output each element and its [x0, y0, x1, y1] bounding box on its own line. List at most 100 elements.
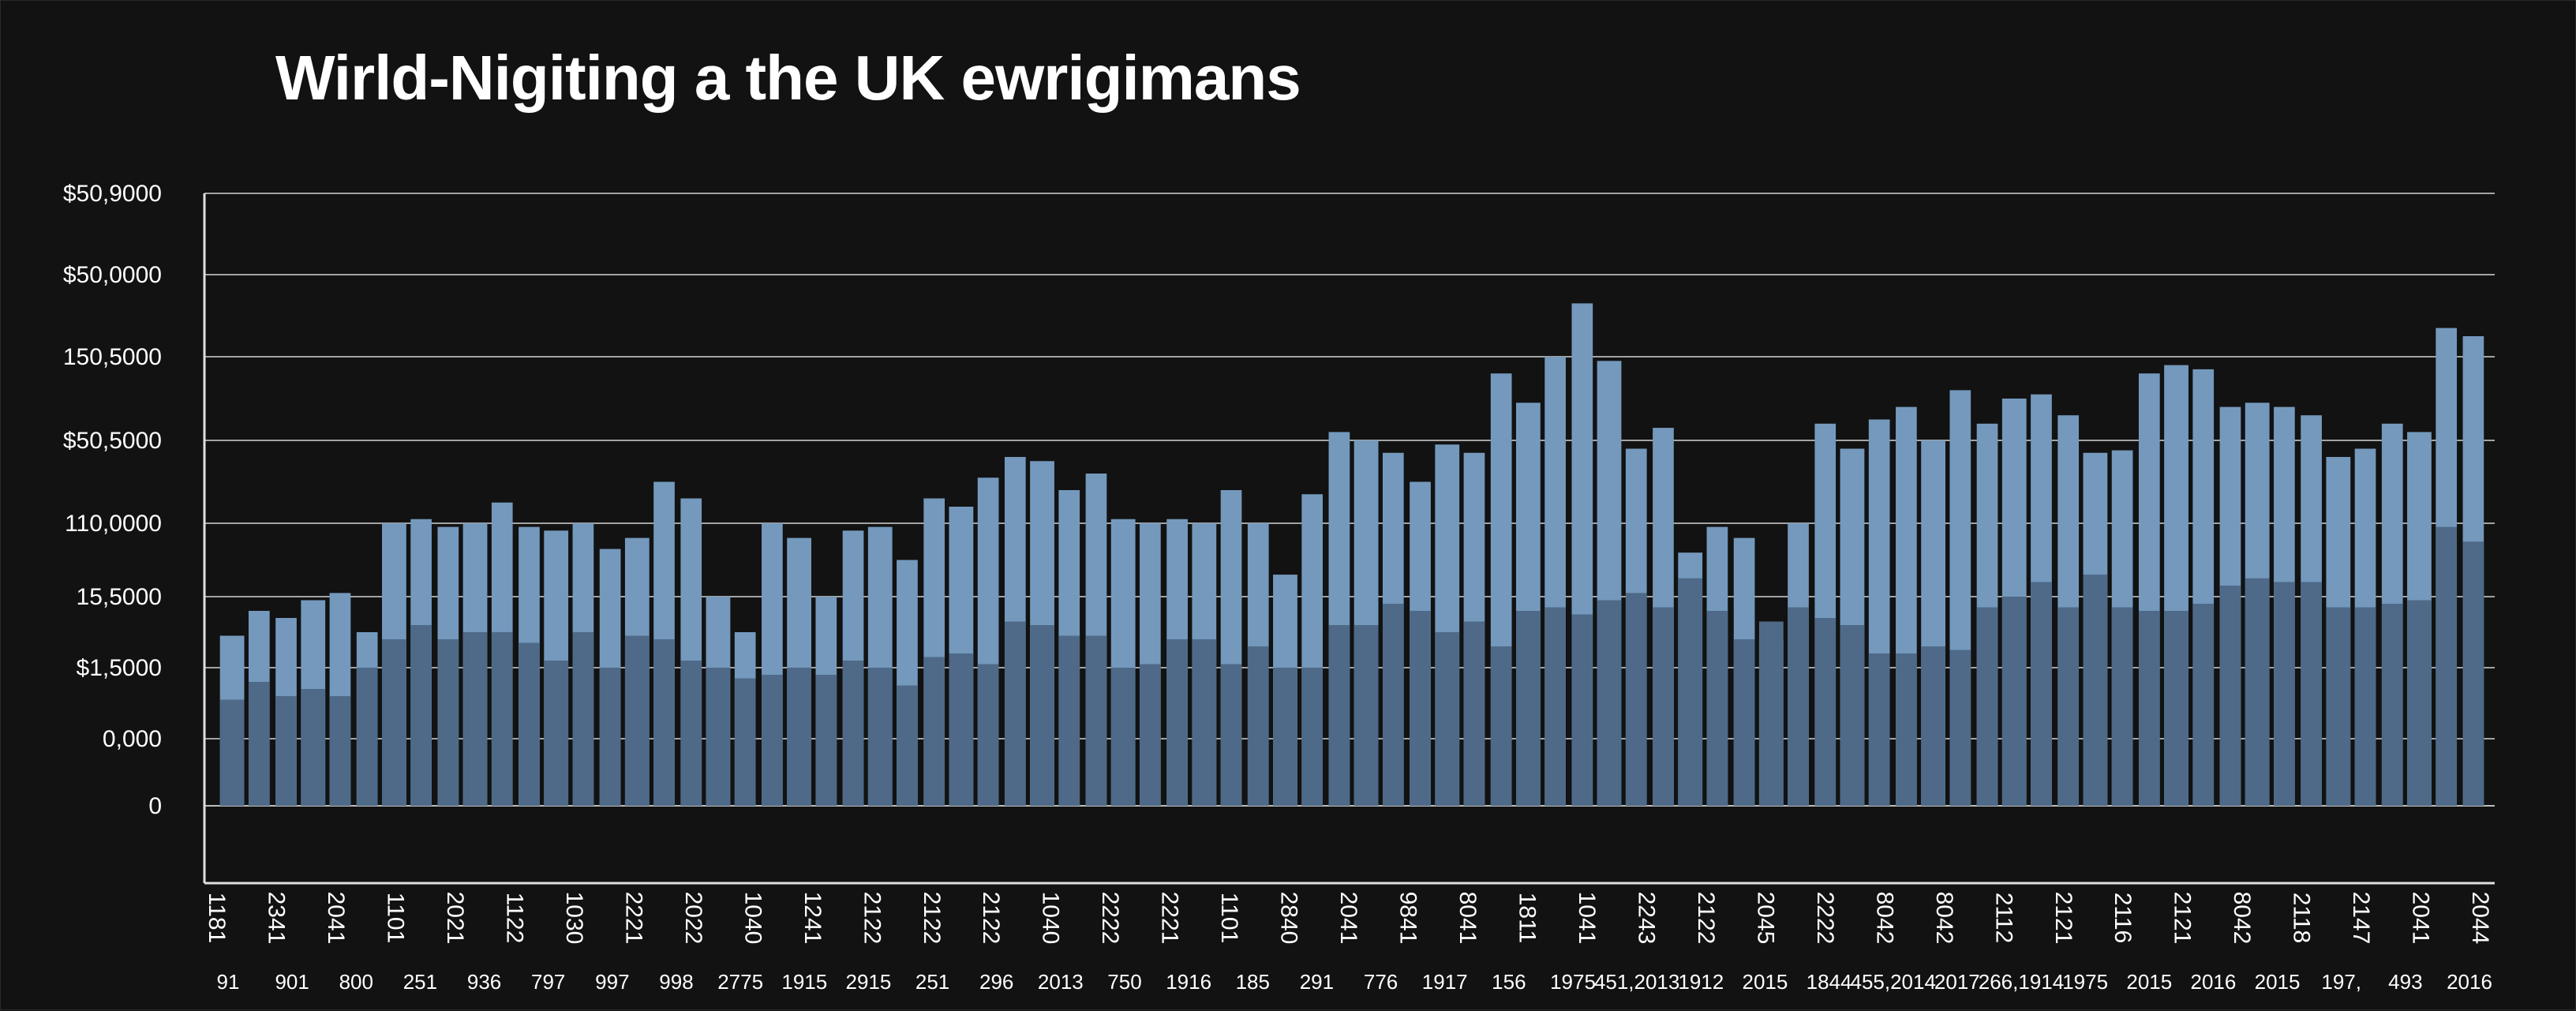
bar-lower-segment: [653, 639, 675, 806]
bar-lower-segment: [1921, 646, 1946, 806]
bar-lower-segment: [1678, 578, 1703, 806]
x-tick-label-rotated: 2222: [1097, 892, 1123, 945]
x-tick-label-rotated: 2222: [1812, 892, 1838, 945]
y-tick-label: $50,5000: [63, 428, 162, 454]
bar-lower-segment: [2407, 600, 2432, 806]
x-tick-label: 2775: [717, 970, 763, 994]
x-tick-label: 2015: [1743, 970, 1788, 994]
bar-lower-segment: [356, 668, 378, 806]
bar-lower-segment: [1140, 664, 1161, 806]
y-tick-labels: 0 0,000 $1,5000 15,5000 110,0000 $50,5000 150,…: [63, 181, 162, 819]
x-tick-labels: 1181 2341 2041 1101 2021 1122 1030 2221 2022 1040…: [204, 892, 2493, 994]
x-tick-label-rotated: 1030: [561, 892, 587, 945]
x-tick-label-rotated: 2221: [1157, 892, 1183, 945]
bar-lower-segment: [491, 632, 513, 806]
x-tick-label-rotated: 1241: [799, 892, 826, 945]
y-tick-label: $1,5000: [77, 655, 162, 681]
bar-lower-segment: [381, 639, 406, 806]
bar-lower-segment: [1058, 635, 1080, 806]
x-tick-label-rotated: 2112: [1990, 893, 2016, 944]
bar-lower-segment: [2245, 578, 2270, 806]
bar-lower-segment: [301, 689, 326, 806]
y-tick-label: 150,5000: [63, 344, 162, 370]
y-tick-label: 0: [148, 793, 162, 819]
x-tick-label: 1844: [1807, 970, 1852, 994]
bar-lower-segment: [1490, 646, 1512, 806]
x-tick-label-rotated: 2116: [2110, 893, 2136, 944]
x-tick-label-rotated: 1040: [739, 892, 766, 945]
x-tick-label: 251: [915, 970, 949, 994]
x-tick-label-rotated: 9841: [1395, 892, 1421, 945]
x-tick-label-rotated: 8042: [2229, 892, 2255, 945]
bar-lower-segment: [1110, 668, 1136, 806]
x-tick-label-rotated: 2122: [919, 892, 945, 945]
bar-lower-segment: [2138, 611, 2160, 806]
bar-lower-segment: [519, 642, 540, 806]
bar-lower-segment: [2274, 582, 2295, 806]
x-tick-label-rotated: 1811: [1514, 893, 1540, 944]
bar-lower-segment: [2057, 607, 2080, 806]
bar-lower-segment: [1382, 604, 1404, 806]
bars: [219, 303, 2484, 807]
x-tick-label-rotated: 2122: [859, 892, 885, 945]
bar-lower-segment: [1328, 625, 1350, 806]
bar-lower-segment: [1410, 611, 1431, 806]
x-tick-label-rotated: 2840: [1276, 892, 1302, 945]
bar-lower-segment: [1544, 607, 1566, 806]
x-tick-label: 936: [467, 970, 501, 994]
x-tick-label-rotated: 2022: [680, 892, 706, 945]
x-tick-label-rotated: 2122: [978, 892, 1004, 945]
x-tick-label-rotated: 1101: [1216, 893, 1242, 944]
bar-lower-segment: [923, 657, 945, 806]
x-tick-label: 1975: [2062, 970, 2108, 994]
x-tick-label-rotated: 8042: [1871, 892, 1897, 945]
bar-lower-segment: [1354, 625, 1379, 806]
bar-lower-segment: [1840, 625, 1865, 806]
x-tick-label: 2013: [1038, 970, 1084, 994]
bar-lower-segment: [1706, 611, 1728, 806]
bar-lower-segment: [248, 682, 270, 806]
x-tick-label: 2915: [846, 970, 892, 994]
bar-lower-segment: [2083, 575, 2108, 806]
bar-lower-segment: [949, 653, 974, 806]
x-tick-label: 998: [659, 970, 693, 994]
bar-lower-segment: [2001, 597, 2027, 806]
bar-lower-segment: [462, 632, 488, 806]
bar-lower-segment: [410, 625, 432, 806]
x-tick-label: 156: [1492, 970, 1526, 994]
bar-lower-segment: [1625, 593, 1647, 806]
x-tick-label-rotated: 2121: [2170, 892, 2196, 945]
x-tick-label-rotated: 2041: [323, 892, 349, 945]
bar-lower-segment: [1220, 664, 1242, 806]
x-tick-label-rotated: 1041: [1574, 892, 1600, 945]
x-tick-label: 2016: [2191, 970, 2237, 994]
bar-lower-segment: [1166, 639, 1188, 806]
bar-lower-segment: [762, 675, 783, 806]
bar-lower-segment: [572, 632, 594, 806]
bar-lower-segment: [787, 668, 812, 806]
bar-lower-segment: [2436, 526, 2458, 806]
bar-lower-segment: [867, 668, 893, 806]
x-tick-label: 493: [2388, 970, 2422, 994]
x-tick-label: 296: [979, 970, 1013, 994]
x-tick-label-rotated: 2122: [1693, 892, 1719, 945]
bar-lower-segment: [1814, 618, 1837, 806]
x-tick-label: 2015: [2126, 970, 2172, 994]
bar-lower-segment: [1247, 646, 1269, 806]
bar-lower-segment: [2381, 604, 2403, 806]
bar-lower-segment: [2301, 582, 2322, 806]
bar-lower-segment: [1301, 668, 1324, 806]
bar-lower-segment: [329, 696, 351, 806]
x-tick-label-rotated: 2044: [2467, 892, 2493, 945]
x-tick-label: 1917: [1422, 970, 1468, 994]
bar-lower-segment: [1949, 650, 1971, 806]
x-tick-label: 797: [531, 970, 565, 994]
x-tick-label: 901: [275, 970, 309, 994]
bar-lower-segment: [2164, 611, 2188, 806]
bar-lower-segment: [2462, 541, 2484, 806]
bar-lower-segment: [219, 699, 245, 806]
x-tick-label-rotated: 1101: [382, 893, 408, 944]
bar-lower-segment: [1976, 607, 1998, 806]
x-tick-label-rotated: 1181: [204, 893, 230, 944]
bar-lower-segment: [2219, 586, 2241, 806]
